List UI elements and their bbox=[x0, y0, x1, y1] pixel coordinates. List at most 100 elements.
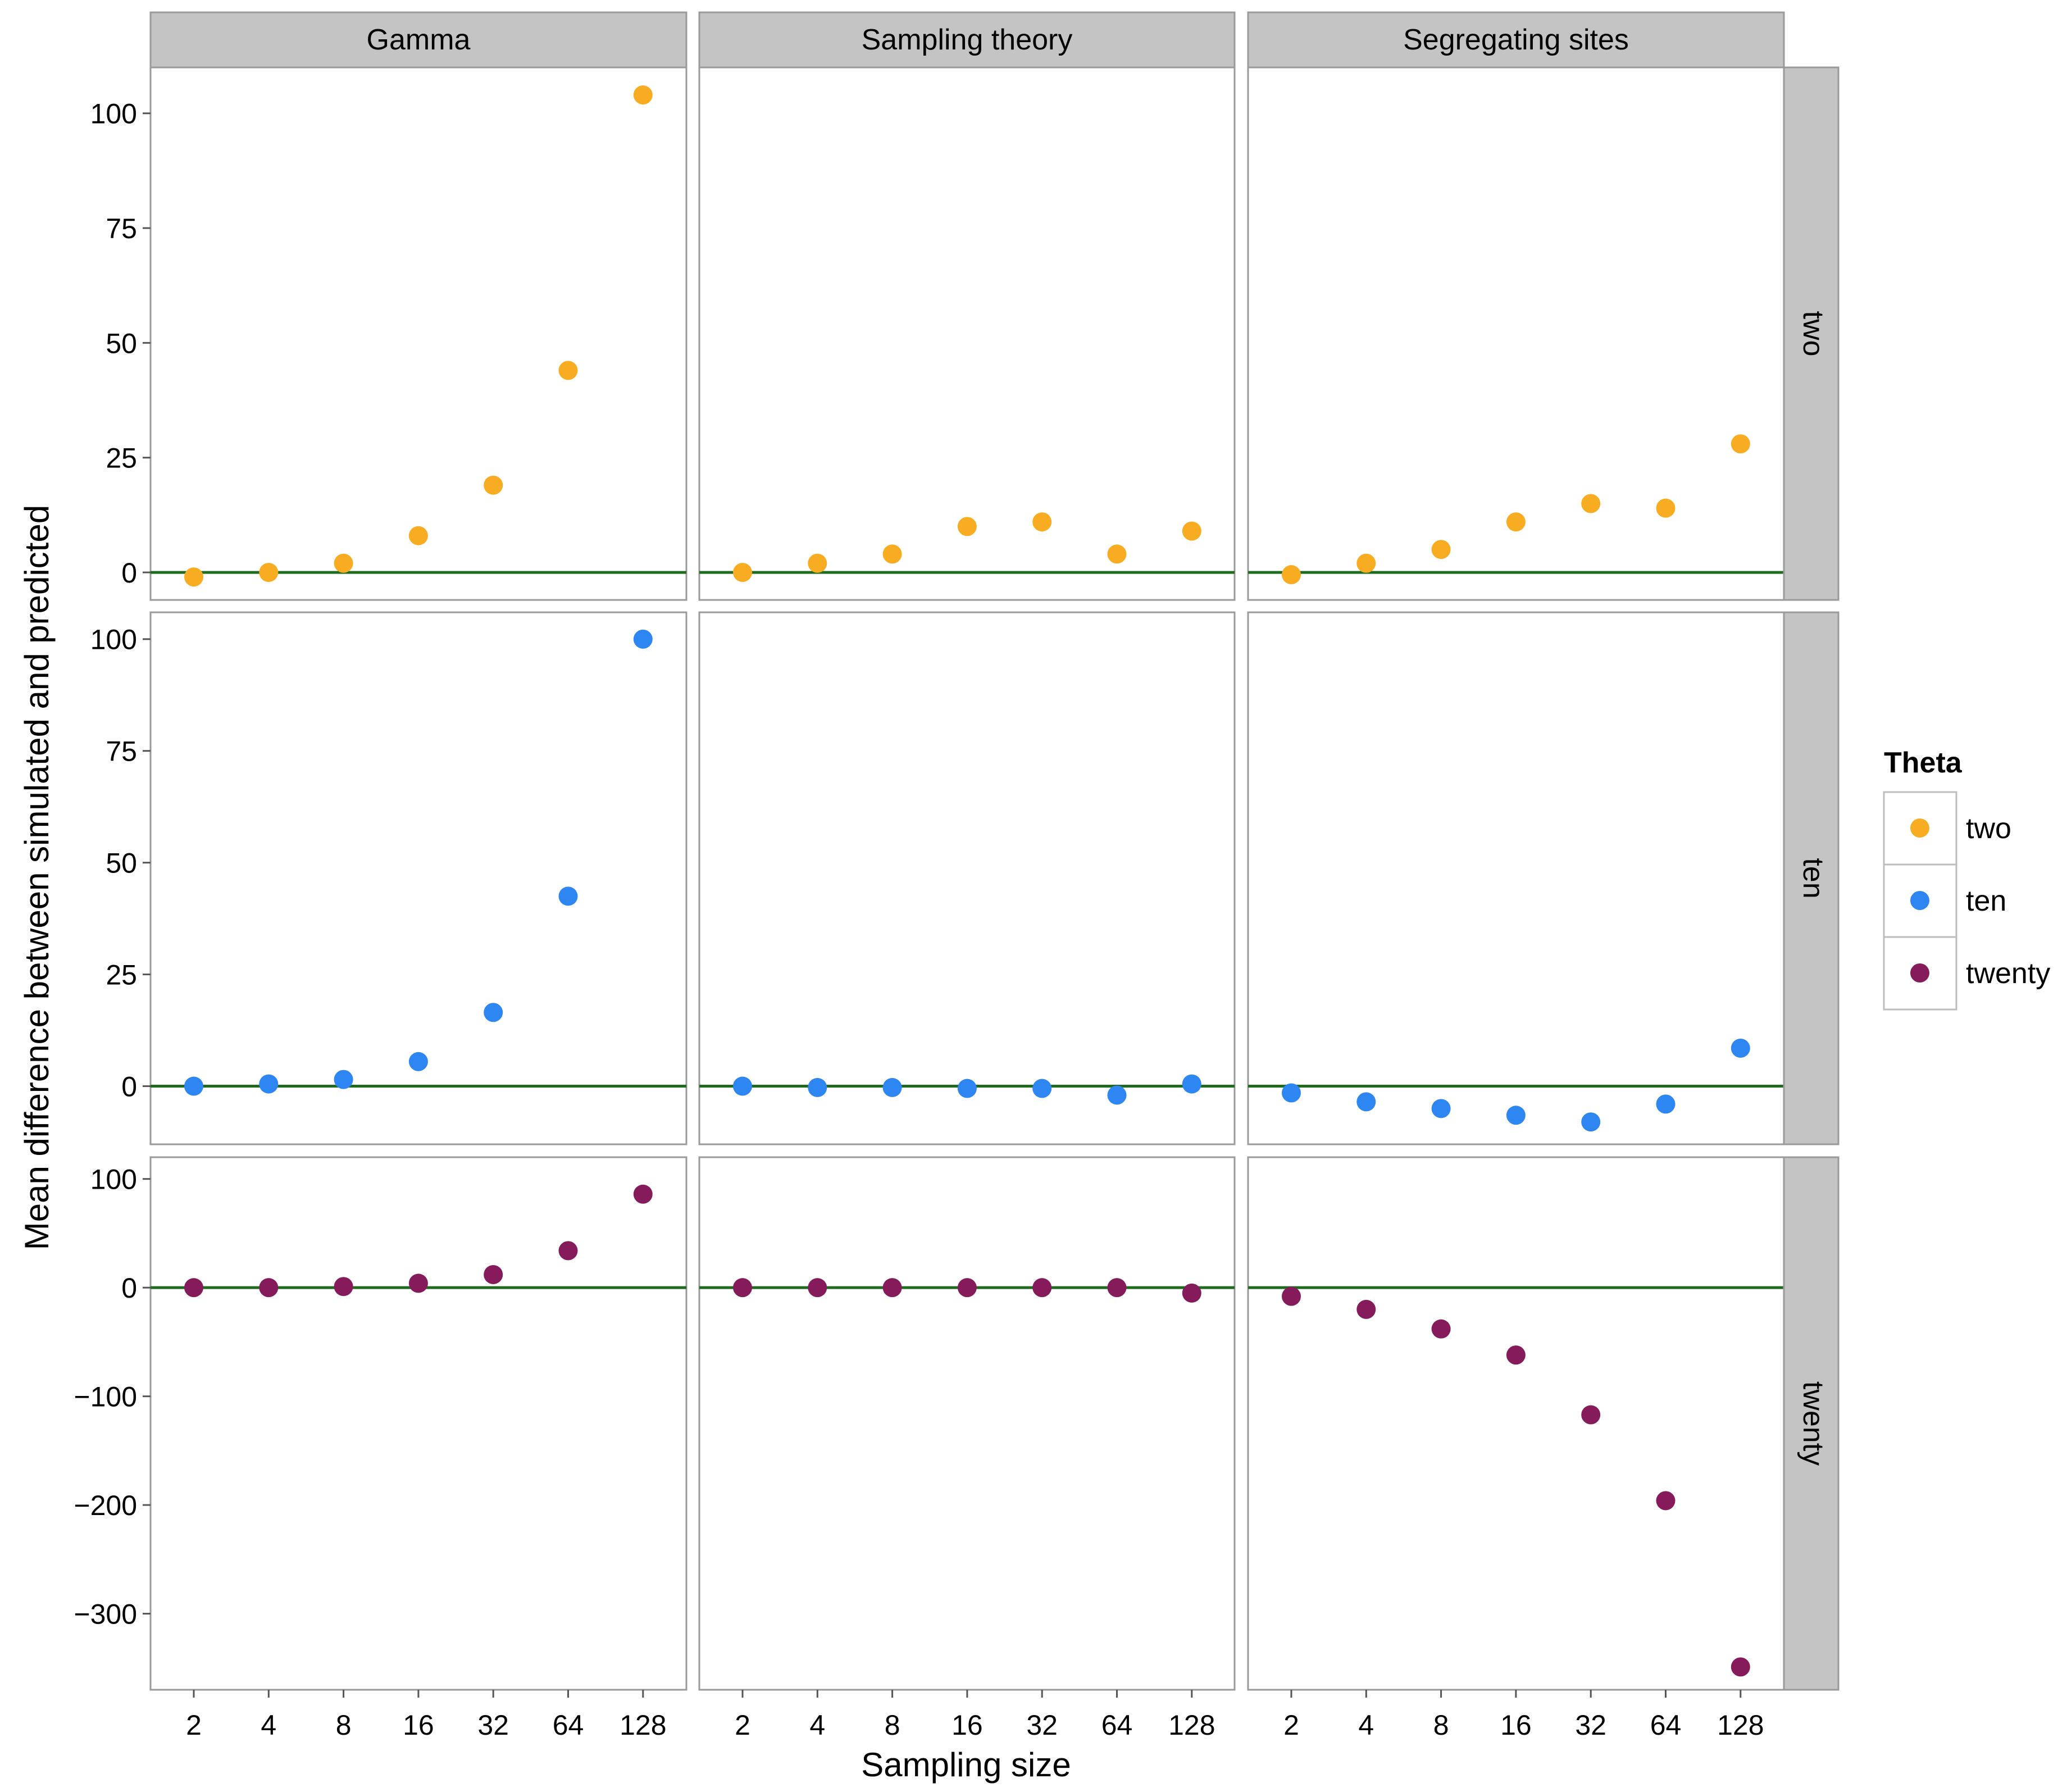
data-point-sampling-theory-two-64 bbox=[1107, 544, 1127, 564]
y-tick-label: 100 bbox=[90, 624, 137, 656]
data-point-sampling-theory-twenty-64 bbox=[1107, 1278, 1127, 1298]
x-tick-label: 16 bbox=[403, 1709, 434, 1741]
strip-label-sampling-theory: Sampling theory bbox=[862, 24, 1073, 56]
data-point-gamma-ten-4 bbox=[259, 1074, 279, 1094]
x-tick-label: 128 bbox=[1168, 1709, 1215, 1741]
panel-segregating-sites-twenty bbox=[1247, 1156, 1785, 1691]
x-tick-label: 32 bbox=[477, 1709, 509, 1741]
strip-two bbox=[1783, 66, 1840, 601]
x-tick-label: 32 bbox=[1575, 1709, 1606, 1741]
data-point-segregating-sites-ten-32 bbox=[1581, 1112, 1601, 1132]
data-point-gamma-twenty-4 bbox=[259, 1278, 279, 1298]
data-point-sampling-theory-two-2 bbox=[733, 562, 752, 582]
axes-layer: 0 25 50 75 100 0 25 50 75 100 −300 −200 −100 0 100 2 4 8 1… bbox=[74, 98, 1764, 1741]
legend-label-twenty: twenty bbox=[1966, 957, 2050, 990]
data-point-segregating-sites-ten-128 bbox=[1731, 1038, 1750, 1058]
data-point-gamma-ten-16 bbox=[408, 1052, 428, 1071]
x-tick-label: 2 bbox=[735, 1709, 750, 1741]
data-point-sampling-theory-ten-8 bbox=[882, 1077, 902, 1097]
x-tick-label: 128 bbox=[620, 1709, 666, 1741]
y-axis-title: Mean difference between simulated and pr… bbox=[18, 505, 56, 1250]
data-point-gamma-two-8 bbox=[334, 553, 353, 573]
legend-label-two: two bbox=[1966, 812, 2011, 845]
legend-title: Theta bbox=[1884, 747, 1963, 779]
x-tick-label: 2 bbox=[1283, 1709, 1299, 1741]
data-point-gamma-twenty-32 bbox=[484, 1265, 503, 1284]
y-tick-label: −200 bbox=[74, 1490, 137, 1521]
strip-gamma bbox=[149, 11, 688, 69]
data-point-segregating-sites-twenty-64 bbox=[1656, 1491, 1676, 1511]
y-tick-label: 25 bbox=[106, 959, 137, 991]
data-point-gamma-ten-8 bbox=[334, 1070, 353, 1089]
data-point-gamma-ten-128 bbox=[633, 629, 653, 649]
data-point-segregating-sites-two-8 bbox=[1431, 540, 1451, 560]
panels-layer bbox=[149, 66, 1785, 1691]
panel-sampling-theory-ten bbox=[698, 611, 1236, 1145]
data-point-gamma-twenty-64 bbox=[558, 1241, 578, 1261]
y-tick-label: −300 bbox=[74, 1599, 137, 1630]
y-tick-label: 100 bbox=[90, 1164, 137, 1195]
data-point-gamma-two-2 bbox=[184, 567, 203, 587]
strip-label-two: two bbox=[1797, 311, 1829, 357]
strip-ten bbox=[1783, 611, 1840, 1145]
x-tick-label: 64 bbox=[1101, 1709, 1133, 1741]
data-point-segregating-sites-two-128 bbox=[1731, 434, 1750, 454]
x-tick-label: 4 bbox=[1358, 1709, 1374, 1741]
data-point-segregating-sites-twenty-32 bbox=[1581, 1405, 1601, 1425]
data-point-sampling-theory-two-32 bbox=[1032, 512, 1052, 532]
y-tick-label: 0 bbox=[121, 557, 137, 589]
y-tick-label: 75 bbox=[106, 736, 137, 767]
strip-label-twenty: twenty bbox=[1797, 1381, 1829, 1466]
x-tick-label: 64 bbox=[1650, 1709, 1682, 1741]
data-point-gamma-two-128 bbox=[633, 85, 653, 105]
data-point-segregating-sites-ten-2 bbox=[1282, 1083, 1301, 1103]
x-tick-label: 16 bbox=[1500, 1709, 1532, 1741]
legend: Theta two ten twenty bbox=[1883, 747, 2050, 1011]
panel-gamma-twenty bbox=[149, 1156, 688, 1691]
data-point-segregating-sites-twenty-2 bbox=[1282, 1286, 1301, 1306]
data-point-gamma-ten-2 bbox=[184, 1076, 203, 1096]
data-point-segregating-sites-ten-8 bbox=[1431, 1099, 1451, 1118]
data-point-gamma-twenty-2 bbox=[184, 1278, 203, 1298]
x-tick-label: 8 bbox=[885, 1709, 900, 1741]
data-point-sampling-theory-twenty-4 bbox=[808, 1278, 827, 1298]
x-tick-label: 8 bbox=[1433, 1709, 1449, 1741]
data-point-sampling-theory-two-128 bbox=[1182, 521, 1201, 541]
data-point-gamma-two-4 bbox=[259, 562, 279, 582]
data-point-sampling-theory-ten-32 bbox=[1032, 1079, 1052, 1098]
x-tick-label: 32 bbox=[1026, 1709, 1058, 1741]
x-tick-label: 4 bbox=[809, 1709, 825, 1741]
data-point-sampling-theory-twenty-8 bbox=[882, 1278, 902, 1298]
x-tick-label: 64 bbox=[553, 1709, 584, 1741]
data-point-segregating-sites-two-4 bbox=[1356, 553, 1376, 573]
data-point-gamma-ten-64 bbox=[558, 886, 578, 906]
data-point-segregating-sites-ten-4 bbox=[1356, 1092, 1376, 1112]
data-point-gamma-twenty-8 bbox=[334, 1277, 353, 1297]
data-point-sampling-theory-twenty-128 bbox=[1182, 1283, 1201, 1303]
data-point-sampling-theory-ten-2 bbox=[733, 1076, 752, 1096]
strip-segregating-sites bbox=[1247, 11, 1785, 69]
strip-label-gamma: Gamma bbox=[367, 24, 471, 56]
data-point-gamma-two-64 bbox=[558, 361, 578, 380]
y-tick-label: 75 bbox=[106, 213, 137, 244]
data-point-sampling-theory-twenty-16 bbox=[957, 1278, 977, 1298]
x-tick-label: 4 bbox=[261, 1709, 276, 1741]
data-point-sampling-theory-twenty-32 bbox=[1032, 1278, 1052, 1298]
y-tick-label: 0 bbox=[121, 1071, 137, 1103]
legend-label-ten: ten bbox=[1966, 885, 2006, 917]
data-point-gamma-ten-32 bbox=[484, 1003, 503, 1022]
data-point-sampling-theory-ten-128 bbox=[1182, 1074, 1201, 1094]
data-point-gamma-two-32 bbox=[484, 475, 503, 495]
y-tick-label: −100 bbox=[74, 1381, 137, 1413]
x-tick-label: 128 bbox=[1717, 1709, 1764, 1741]
data-point-sampling-theory-ten-4 bbox=[808, 1077, 827, 1097]
data-point-sampling-theory-ten-64 bbox=[1107, 1085, 1127, 1105]
y-tick-label: 100 bbox=[90, 98, 137, 130]
data-point-segregating-sites-twenty-4 bbox=[1356, 1299, 1376, 1319]
strip-label-segregating-sites: Segregating sites bbox=[1403, 24, 1629, 56]
data-point-sampling-theory-two-16 bbox=[957, 517, 977, 536]
panel-segregating-sites-ten bbox=[1247, 611, 1785, 1145]
data-point-gamma-two-16 bbox=[408, 526, 428, 545]
y-tick-label: 0 bbox=[121, 1272, 137, 1304]
strips-layer: Gamma Sampling theory Segregating sites two… bbox=[149, 11, 1840, 1691]
